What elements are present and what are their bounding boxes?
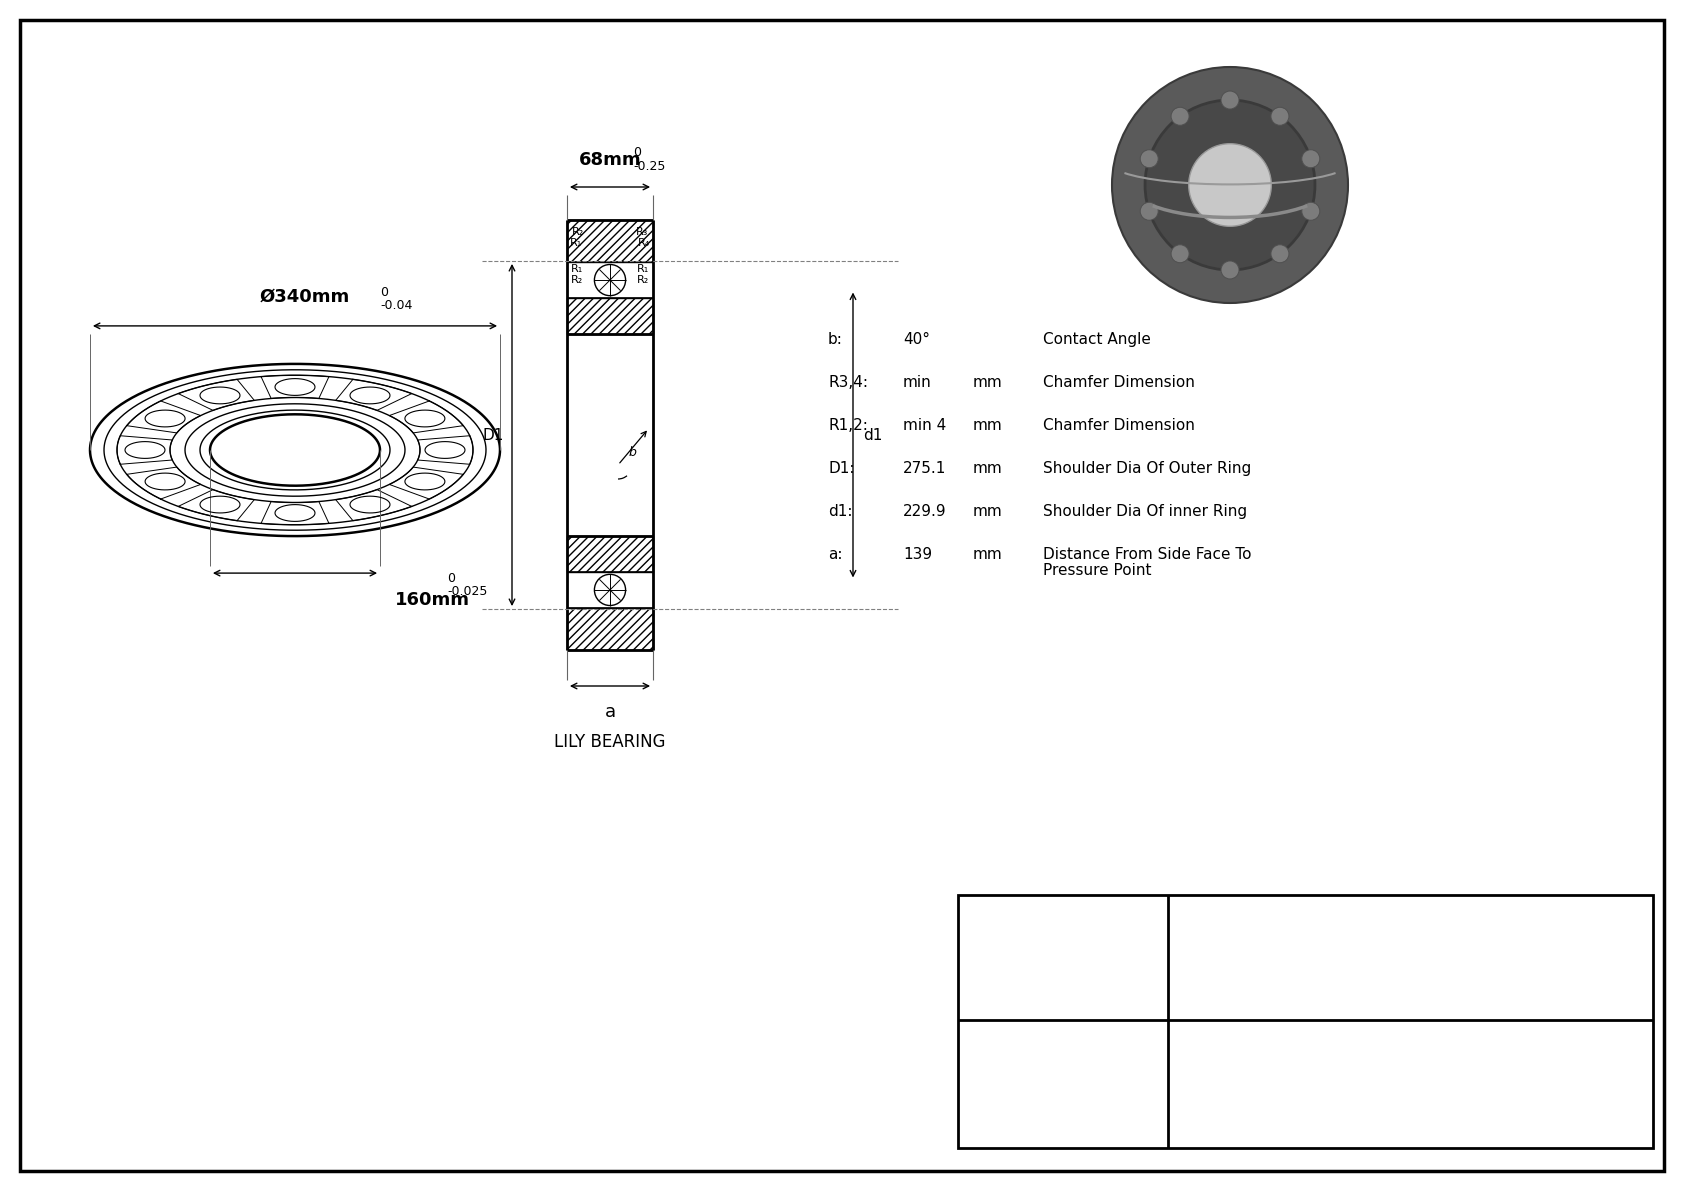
Text: LILY BEARING: LILY BEARING bbox=[554, 732, 665, 752]
Circle shape bbox=[1140, 150, 1159, 168]
Text: Part
Number: Part Number bbox=[1029, 1064, 1096, 1103]
Circle shape bbox=[1302, 150, 1320, 168]
Text: -0.025: -0.025 bbox=[446, 585, 487, 598]
Circle shape bbox=[1271, 107, 1288, 125]
Text: Ø340mm: Ø340mm bbox=[259, 288, 350, 306]
Text: Distance From Side Face To: Distance From Side Face To bbox=[1042, 547, 1251, 562]
Circle shape bbox=[1145, 100, 1315, 270]
Bar bbox=[568, 536, 653, 572]
Text: R₂: R₂ bbox=[571, 275, 583, 285]
Bar bbox=[568, 299, 653, 333]
Text: 40°: 40° bbox=[903, 332, 930, 347]
Text: D1:: D1: bbox=[829, 461, 854, 476]
Text: R₄: R₄ bbox=[638, 238, 650, 248]
Text: 229.9: 229.9 bbox=[903, 504, 946, 519]
Circle shape bbox=[1111, 67, 1347, 303]
Circle shape bbox=[1302, 202, 1320, 220]
Circle shape bbox=[1221, 261, 1239, 279]
Text: 68mm: 68mm bbox=[579, 151, 642, 169]
Text: 0: 0 bbox=[381, 286, 387, 299]
Bar bbox=[568, 609, 653, 650]
Circle shape bbox=[1140, 202, 1159, 220]
Text: mm: mm bbox=[973, 461, 1002, 476]
Text: ®: ® bbox=[1123, 921, 1140, 939]
Text: R₂: R₂ bbox=[573, 227, 584, 237]
Text: min 4: min 4 bbox=[903, 418, 946, 434]
Text: Shoulder Dia Of inner Ring: Shoulder Dia Of inner Ring bbox=[1042, 504, 1248, 519]
Text: Contact Angle: Contact Angle bbox=[1042, 332, 1150, 347]
Text: R₂: R₂ bbox=[637, 275, 648, 285]
Text: Ceramic Angular Contact Ball Bearings: Ceramic Angular Contact Ball Bearings bbox=[1250, 1089, 1571, 1106]
Text: Chamfer Dimension: Chamfer Dimension bbox=[1042, 418, 1196, 434]
Bar bbox=[568, 220, 653, 262]
Text: 0: 0 bbox=[633, 146, 642, 160]
Text: min: min bbox=[903, 375, 931, 389]
Text: Pressure Point: Pressure Point bbox=[1042, 563, 1152, 578]
Text: D1: D1 bbox=[483, 428, 504, 443]
Text: -0.25: -0.25 bbox=[633, 160, 665, 173]
Circle shape bbox=[1170, 107, 1189, 125]
Text: R₁: R₁ bbox=[637, 263, 648, 274]
Bar bbox=[958, 894, 1654, 1148]
Circle shape bbox=[1221, 91, 1239, 110]
Text: SHANGHAI LILY BEARING LIMITED: SHANGHAI LILY BEARING LIMITED bbox=[1241, 928, 1580, 946]
Text: d1: d1 bbox=[862, 428, 882, 443]
Text: CE7332SI: CE7332SI bbox=[1356, 1050, 1465, 1070]
Text: -0.04: -0.04 bbox=[381, 299, 413, 312]
Text: R₃: R₃ bbox=[635, 227, 648, 237]
Text: R₁: R₁ bbox=[569, 238, 583, 248]
Text: 0: 0 bbox=[446, 572, 455, 585]
Text: R1,2:: R1,2: bbox=[829, 418, 867, 434]
Text: mm: mm bbox=[973, 547, 1002, 562]
Text: R₁: R₁ bbox=[571, 263, 583, 274]
Text: Email: lilybearing@lily-bearing.com: Email: lilybearing@lily-bearing.com bbox=[1275, 966, 1546, 980]
Circle shape bbox=[1170, 244, 1189, 263]
Text: R3,4:: R3,4: bbox=[829, 375, 867, 389]
Text: LILY: LILY bbox=[1000, 934, 1110, 983]
Text: a:: a: bbox=[829, 547, 842, 562]
Text: Shoulder Dia Of Outer Ring: Shoulder Dia Of Outer Ring bbox=[1042, 461, 1251, 476]
Text: mm: mm bbox=[973, 418, 1002, 434]
Text: 160mm: 160mm bbox=[396, 591, 470, 609]
Circle shape bbox=[1271, 244, 1288, 263]
Text: 139: 139 bbox=[903, 547, 933, 562]
Text: d1:: d1: bbox=[829, 504, 852, 519]
Circle shape bbox=[1189, 144, 1271, 226]
Text: 275.1: 275.1 bbox=[903, 461, 946, 476]
Text: mm: mm bbox=[973, 375, 1002, 389]
Text: mm: mm bbox=[973, 504, 1002, 519]
Text: b: b bbox=[628, 447, 637, 460]
Text: a: a bbox=[605, 703, 616, 721]
Text: b:: b: bbox=[829, 332, 844, 347]
Text: Chamfer Dimension: Chamfer Dimension bbox=[1042, 375, 1196, 389]
